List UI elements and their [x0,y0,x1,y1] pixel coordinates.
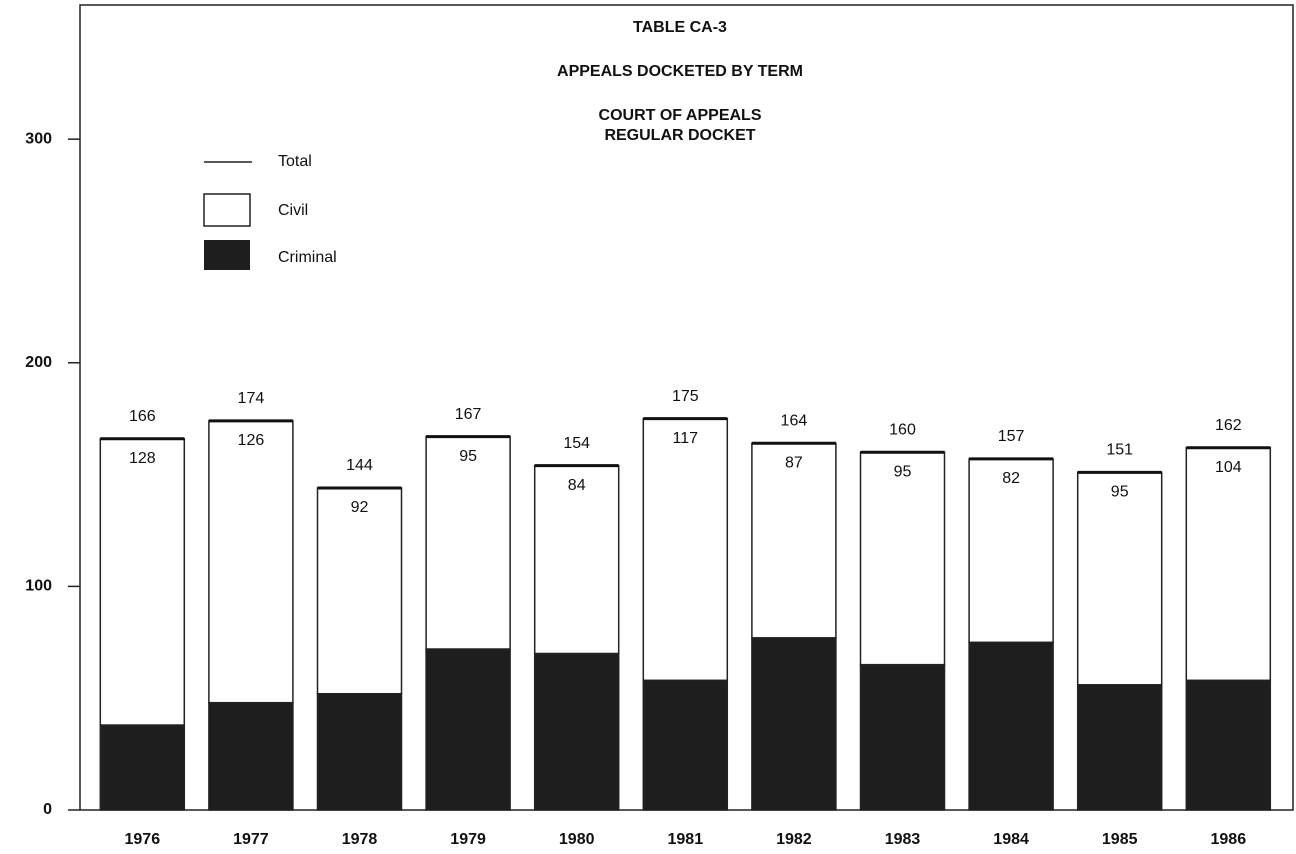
bar-segment [859,451,946,666]
legend-label: Total [278,153,312,170]
bar-segment [208,701,294,811]
bar-segment [533,464,620,655]
x-tick-label: 1980 [559,831,595,848]
total-label: 166 [129,408,156,425]
value-label: 126 [238,432,265,449]
total-label: 160 [889,421,916,438]
legend-swatch [203,193,251,227]
bar-segment [533,652,620,811]
x-tick-label: 1983 [885,831,921,848]
bar-segment [751,637,837,811]
total-label: 162 [1215,417,1242,434]
bar-segment [751,442,837,639]
x-tick-label: 1976 [125,831,161,848]
x-tick-label: 1979 [450,831,486,848]
value-label: 87 [785,454,803,471]
y-tick-label: 100 [25,578,52,595]
total-label: 157 [998,428,1025,445]
bar-segment [425,648,511,811]
y-tick-label: 0 [43,801,52,818]
value-label: 117 [673,430,699,447]
bar-segment [1185,447,1272,682]
value-label: 84 [568,477,586,494]
x-tick-label: 1978 [342,831,378,848]
total-label: 151 [1106,442,1133,459]
total-label: 167 [455,406,482,423]
value-label: 95 [1111,484,1129,501]
x-tick-label: 1982 [776,831,812,848]
legend-label: Criminal [278,249,337,266]
value-label: 95 [459,448,477,465]
value-label: 95 [894,463,912,480]
y-tick-label: 200 [25,354,52,371]
bar-segment [859,663,946,811]
chart-subtitle: COURT OF APPEALS [599,107,762,124]
total-label: 144 [346,457,373,474]
legend-swatch [204,240,250,270]
bar-segment [425,435,511,650]
x-tick-label: 1984 [993,831,1029,848]
value-label: 82 [1002,470,1020,487]
bar-segment [99,724,186,811]
bar-segment [1076,684,1163,811]
bar-segment [316,692,403,811]
x-tick-label: 1986 [1211,831,1247,848]
total-label: 164 [781,412,808,429]
bar-segment [99,438,186,726]
value-label: 104 [1215,459,1242,476]
x-tick-label: 1977 [233,831,269,848]
bar-segment [642,679,729,811]
bar-segment [208,420,294,704]
y-tick-label: 300 [25,130,52,147]
bar-segment [1185,679,1272,811]
legend-label: Civil [278,202,308,219]
chart-subtitle: APPEALS DOCKETED BY TERM [557,63,803,80]
bar-segment [642,417,729,682]
total-label: 154 [563,435,590,452]
x-tick-label: 1981 [668,831,704,848]
bar-segment [968,458,1054,644]
total-label: 174 [238,390,265,407]
chart-title: TABLE CA-3 [633,19,727,36]
bar-segment [1076,471,1163,686]
x-tick-label: 1985 [1102,831,1138,848]
value-label: 92 [351,499,369,516]
chart-subtitle: REGULAR DOCKET [604,127,755,144]
value-label: 128 [129,450,156,467]
bar-segment [968,641,1054,811]
bar-segment [316,487,403,695]
total-label: 175 [672,388,699,405]
